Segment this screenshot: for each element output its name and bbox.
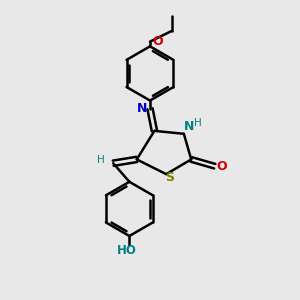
Text: HO: HO [116, 244, 136, 256]
Text: H: H [97, 155, 105, 165]
Text: H: H [194, 118, 202, 128]
Text: N: N [136, 102, 147, 115]
Text: N: N [184, 120, 194, 133]
Text: O: O [152, 35, 163, 48]
Text: O: O [216, 160, 226, 173]
Text: S: S [165, 171, 174, 184]
